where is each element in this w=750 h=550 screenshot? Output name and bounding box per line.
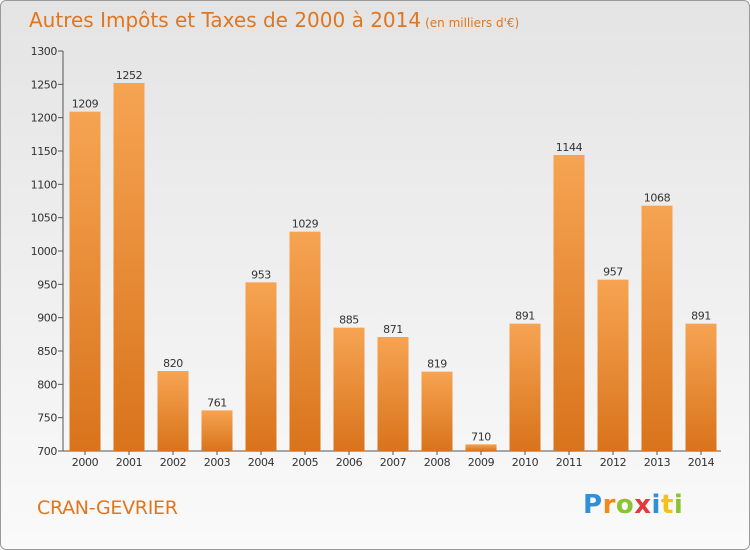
bar <box>421 371 453 451</box>
x-tick-label: 2010 <box>512 456 539 469</box>
chart-subtitle: (en milliers d'€) <box>425 16 520 30</box>
bar <box>201 410 233 451</box>
y-tick-label: 850 <box>37 345 57 358</box>
chart-title: Autres Impôts et Taxes de 2000 à 2014 (en… <box>29 8 519 32</box>
chart-title-text: Autres Impôts et Taxes de 2000 à 2014 <box>29 8 422 32</box>
x-tick-label: 2009 <box>468 456 495 469</box>
y-tick-label: 700 <box>37 445 57 458</box>
x-tick-label: 2001 <box>116 456 142 469</box>
data-label: 819 <box>427 358 447 371</box>
bar <box>597 279 629 451</box>
x-tick-label: 2005 <box>292 456 319 469</box>
data-label: 953 <box>251 268 271 281</box>
y-tick-label: 950 <box>37 278 57 291</box>
bar <box>245 282 277 451</box>
logo-letter: P <box>583 490 603 520</box>
bar <box>113 83 145 451</box>
x-tick-label: 2012 <box>600 456 626 469</box>
chart-data-labels: 1209 1252 820 761 953 1029 885 871 819 710 891 1144… <box>72 69 712 443</box>
data-label: 710 <box>471 430 491 443</box>
logo-letter: x <box>634 490 652 520</box>
y-tick-label: 1150 <box>31 145 58 158</box>
x-tick-label: 2002 <box>160 456 186 469</box>
bar <box>685 323 717 451</box>
x-tick-label: 2013 <box>644 456 671 469</box>
city-name: CRAN-GEVRIER <box>37 497 178 519</box>
x-tick-label: 2014 <box>688 456 715 469</box>
x-tick-label: 2004 <box>248 456 275 469</box>
y-tick-label: 1200 <box>31 112 58 125</box>
bar <box>377 337 409 451</box>
y-tick-label: 800 <box>37 378 57 391</box>
x-tick-label: 2003 <box>204 456 231 469</box>
bar <box>509 323 541 451</box>
logo-letter: i <box>673 490 684 520</box>
chart-axes: 700 750 800 850 900 950 1000 1050 1100 1150 1200 12… <box>31 45 721 469</box>
data-label: 1209 <box>72 98 99 111</box>
data-label: 1252 <box>116 69 142 82</box>
x-tick-label: 2006 <box>336 456 363 469</box>
y-tick-label: 1250 <box>31 78 58 91</box>
x-tick-label: 2011 <box>556 456 582 469</box>
y-tick-label: 1000 <box>31 245 58 258</box>
data-label: 1144 <box>556 141 583 154</box>
y-tick-label: 1050 <box>31 212 58 225</box>
y-tick-label: 1100 <box>31 178 58 191</box>
proxiti-logo: Proxiti <box>583 490 683 520</box>
chart-bars <box>69 83 717 452</box>
y-tick-label: 1300 <box>31 45 58 58</box>
data-label: 891 <box>691 310 711 323</box>
bar <box>69 111 101 452</box>
logo-letter: t <box>660 490 674 520</box>
data-label: 1029 <box>292 218 319 231</box>
data-label: 1068 <box>644 192 671 205</box>
logo-letter: i <box>651 490 661 520</box>
data-label: 871 <box>383 323 403 336</box>
bar <box>157 371 189 451</box>
x-tick-label: 2007 <box>380 456 407 469</box>
data-label: 885 <box>339 314 359 327</box>
logo-letter: o <box>615 490 635 520</box>
bar <box>289 231 321 451</box>
bar <box>465 444 497 451</box>
bar <box>553 155 585 451</box>
data-label: 957 <box>603 266 623 279</box>
data-label: 761 <box>207 396 227 409</box>
logo-letter: r <box>602 490 616 520</box>
bar <box>333 327 365 451</box>
bar <box>641 205 673 451</box>
data-label: 820 <box>163 357 183 370</box>
x-tick-label: 2008 <box>424 456 451 469</box>
data-label: 891 <box>515 310 535 323</box>
y-tick-label: 900 <box>37 312 57 325</box>
y-tick-label: 750 <box>37 412 57 425</box>
x-tick-label: 2000 <box>72 456 99 469</box>
